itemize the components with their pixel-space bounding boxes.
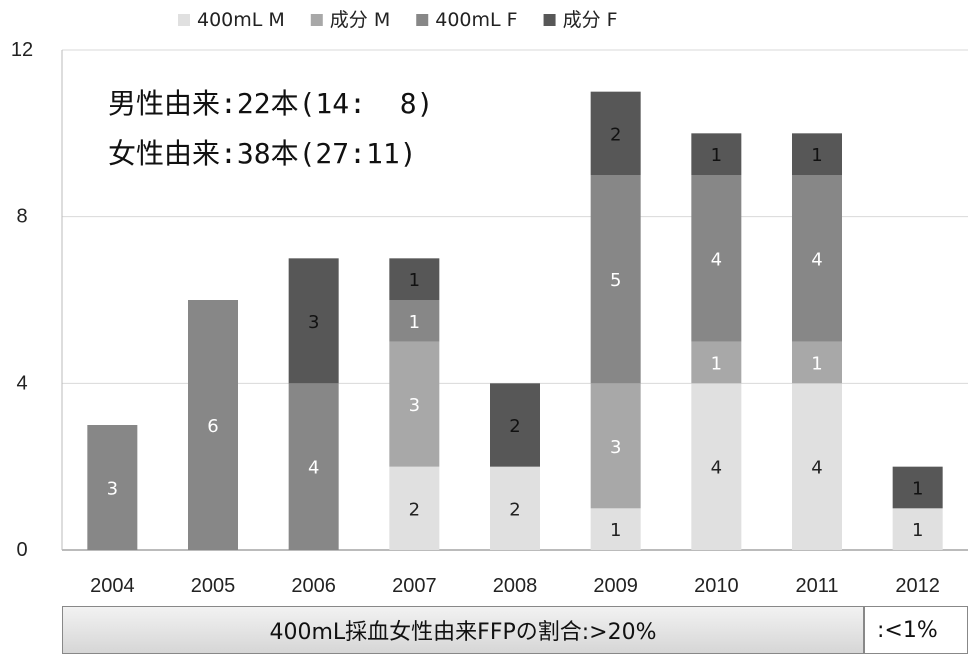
data-label: 2 [509, 416, 520, 437]
legend: 400mL M 成分 M 400mL F 成分 F [178, 9, 618, 31]
annotation-male: 男性由来:22本(14: 8) [108, 87, 433, 120]
y-axis: 0 4 8 12 [11, 39, 62, 561]
footer-main-text: 400mL採血女性由来FFPの割合:>20% [270, 614, 657, 646]
annotation-female: 女性由来:38本(27:11) [108, 137, 417, 170]
x-tick-label: 2007 [392, 575, 437, 597]
data-label: 1 [409, 312, 420, 333]
x-axis: 2004 2005 2006 2007 2008 2009 2010 2011 2012 [90, 575, 940, 597]
x-tick-label: 2005 [191, 575, 236, 597]
y-tick-label: 12 [11, 39, 33, 61]
x-tick-label: 2008 [493, 575, 538, 597]
data-label: 1 [409, 270, 420, 291]
x-tick-label: 2010 [694, 575, 739, 597]
data-label: 4 [811, 249, 822, 270]
footer-ratio-side: :<1% [864, 606, 968, 654]
legend-label: 400mL F [435, 9, 517, 31]
x-tick-label: 2004 [90, 575, 135, 597]
data-label: 1 [811, 145, 822, 166]
x-tick-label: 2012 [895, 575, 940, 597]
data-label: 1 [912, 520, 923, 541]
data-label: 1 [912, 479, 923, 500]
y-tick-label: 4 [16, 372, 27, 394]
x-tick-label: 2011 [795, 575, 838, 597]
annotations: 男性由来:22本(14: 8) 女性由来:38本(27:11) [108, 87, 433, 170]
data-label: 2 [610, 124, 621, 145]
data-label: 4 [308, 458, 319, 479]
data-label: 3 [308, 312, 319, 333]
data-label: 6 [207, 416, 218, 437]
legend-swatch [416, 14, 428, 26]
legend-label: 成分 M [330, 9, 390, 31]
footer-side-text: :<1% [877, 618, 938, 643]
data-label: 2 [509, 499, 520, 520]
footer-ratio-main: 400mL採血女性由来FFPの割合:>20% [62, 606, 864, 654]
data-label: 2 [409, 499, 420, 520]
data-label: 4 [711, 249, 722, 270]
legend-swatch [178, 14, 190, 26]
data-label: 3 [409, 395, 420, 416]
data-label: 1 [711, 145, 722, 166]
data-label: 1 [610, 520, 621, 541]
legend-swatch [311, 14, 323, 26]
data-label: 4 [711, 458, 722, 479]
y-tick-label: 8 [16, 206, 27, 228]
x-tick-label: 2006 [291, 575, 336, 597]
data-label: 5 [610, 270, 621, 291]
data-label: 1 [811, 354, 822, 375]
y-tick-label: 0 [16, 539, 27, 561]
data-label: 3 [610, 437, 621, 458]
data-label: 4 [811, 458, 822, 479]
legend-label: 400mL M [197, 9, 285, 31]
x-tick-label: 2009 [593, 575, 638, 597]
data-label: 3 [107, 479, 118, 500]
legend-swatch [544, 14, 556, 26]
data-label: 1 [711, 354, 722, 375]
legend-label: 成分 F [563, 9, 618, 31]
